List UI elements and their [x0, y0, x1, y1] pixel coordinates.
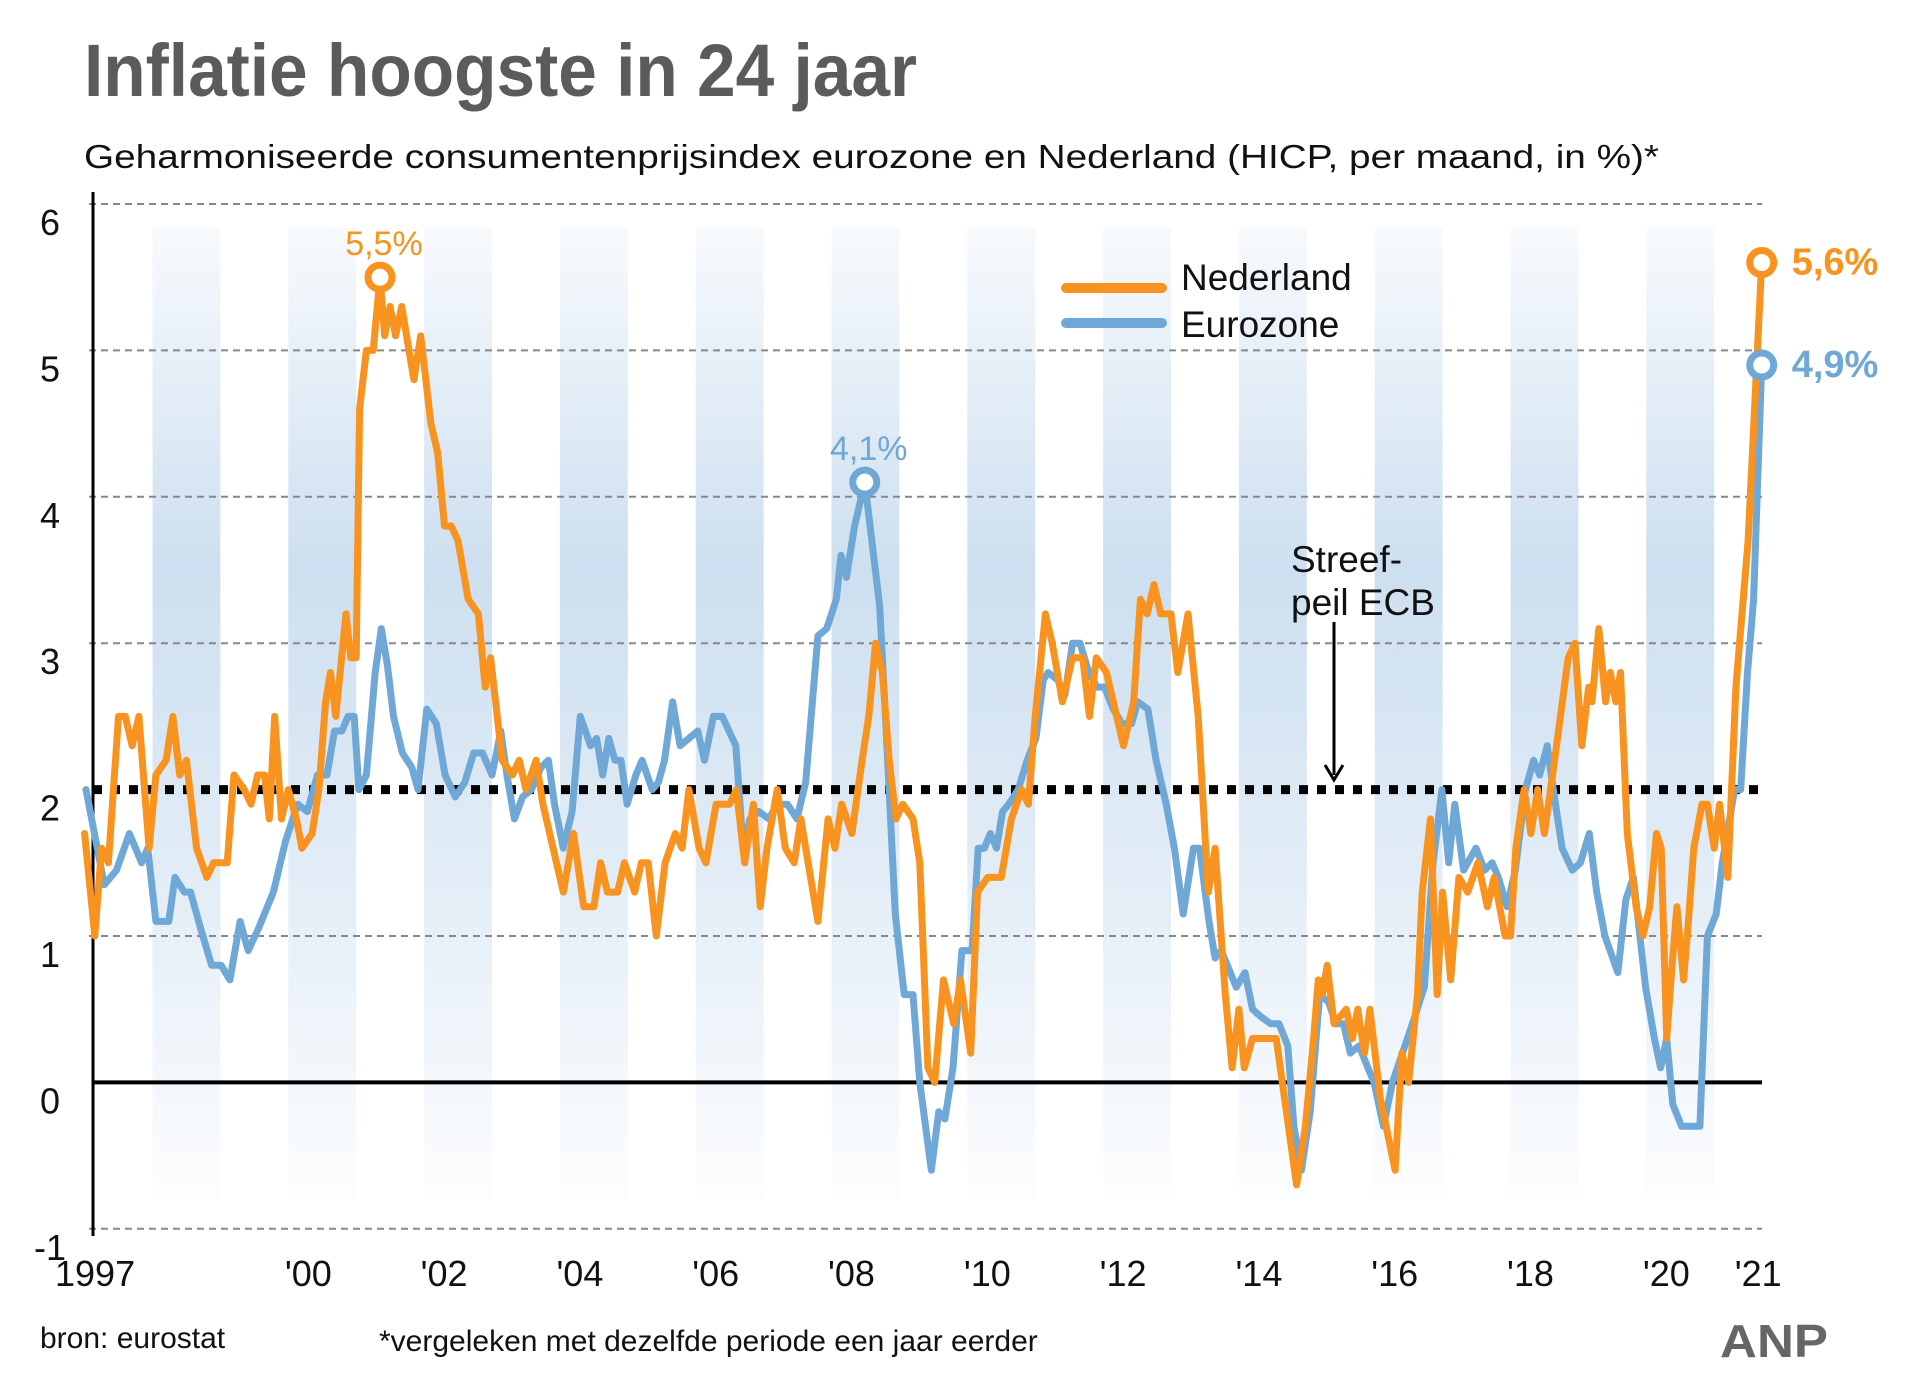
annotation-marker	[1746, 247, 1778, 279]
annotation-label: 5,5%	[345, 225, 423, 263]
x-tick-label: '06	[692, 1253, 739, 1294]
x-tick-label: '08	[828, 1253, 875, 1294]
source-note: bron: eurostat	[40, 1322, 226, 1355]
y-tick-label: 5	[40, 348, 60, 389]
year-bands	[152, 228, 1715, 1200]
year-band-2010	[967, 228, 1036, 1200]
x-tick-label: '00	[285, 1253, 332, 1294]
year-band-2004	[559, 228, 628, 1200]
x-tick-label: '14	[1235, 1253, 1282, 1294]
gridlines	[89, 203, 1762, 1230]
y-tick-label: 6	[40, 202, 60, 243]
x-tick-label: 1997	[55, 1253, 135, 1294]
chart-title: Inflatie hoogste in 24 jaar	[84, 29, 917, 112]
x-tick-label: '16	[1371, 1253, 1418, 1294]
annotation-label: 4,1%	[830, 430, 908, 468]
x-axis-ticks: 1997 '00 '02 '04 '06 '08 '10 '12 '14 '16 '18 '20 '21	[55, 1253, 1782, 1294]
annotation-marker	[849, 466, 881, 498]
year-band-2006	[695, 228, 764, 1200]
annotation-marker	[1746, 349, 1778, 381]
ecb-arrow-head-icon	[1323, 764, 1345, 783]
series-line-eurozone	[82, 361, 1766, 1174]
x-tick-label: '21	[1735, 1253, 1782, 1294]
x-tick-label: '10	[964, 1253, 1011, 1294]
legend-label-eurozone: Eurozone	[1181, 304, 1339, 345]
y-tick-label: -1	[34, 1227, 66, 1268]
y-tick-label: 0	[40, 1080, 60, 1121]
y-tick-label: 2	[40, 788, 60, 829]
x-tick-label: '12	[1100, 1253, 1147, 1294]
y-tick-label: 1	[40, 934, 60, 975]
footnote: *vergeleken met dezelfde periode een jaa…	[379, 1325, 1038, 1358]
y-axis-ticks: -1 0 1 2 3 4 5 6	[34, 202, 66, 1268]
y-tick-label: 4	[40, 495, 60, 536]
legend: Nederland Eurozone	[1061, 257, 1352, 345]
series-line-nederland	[81, 259, 1766, 1189]
year-band-1998	[152, 228, 221, 1200]
legend-label-nederland: Nederland	[1181, 257, 1352, 298]
year-band-2018	[1510, 228, 1579, 1200]
annotation-label: 4,9%	[1792, 344, 1879, 386]
series-lines	[81, 259, 1766, 1189]
chart-subtitle: Geharmoniseerde consumentenprijsindex eu…	[84, 138, 1659, 175]
x-tick-label: '18	[1507, 1253, 1554, 1294]
year-band-2002	[424, 228, 492, 1200]
y-tick-label: 3	[40, 641, 60, 682]
year-band-2008	[831, 228, 900, 1200]
anp-logo: ANP	[1720, 1315, 1828, 1367]
x-tick-label: '04	[556, 1253, 603, 1294]
x-tick-label: '20	[1643, 1253, 1690, 1294]
annotation-label: 5,6%	[1792, 242, 1879, 284]
value-annotations: 5,5% 4,1% 5,6% 4,9%	[345, 225, 1879, 498]
annotation-marker	[364, 261, 396, 293]
ecb-target-annotation: Streef- peil ECB	[1291, 539, 1435, 783]
ecb-label-line1: Streef-	[1291, 539, 1402, 580]
ecb-label-line2: peil ECB	[1291, 582, 1435, 623]
x-tick-label: '02	[421, 1253, 468, 1294]
